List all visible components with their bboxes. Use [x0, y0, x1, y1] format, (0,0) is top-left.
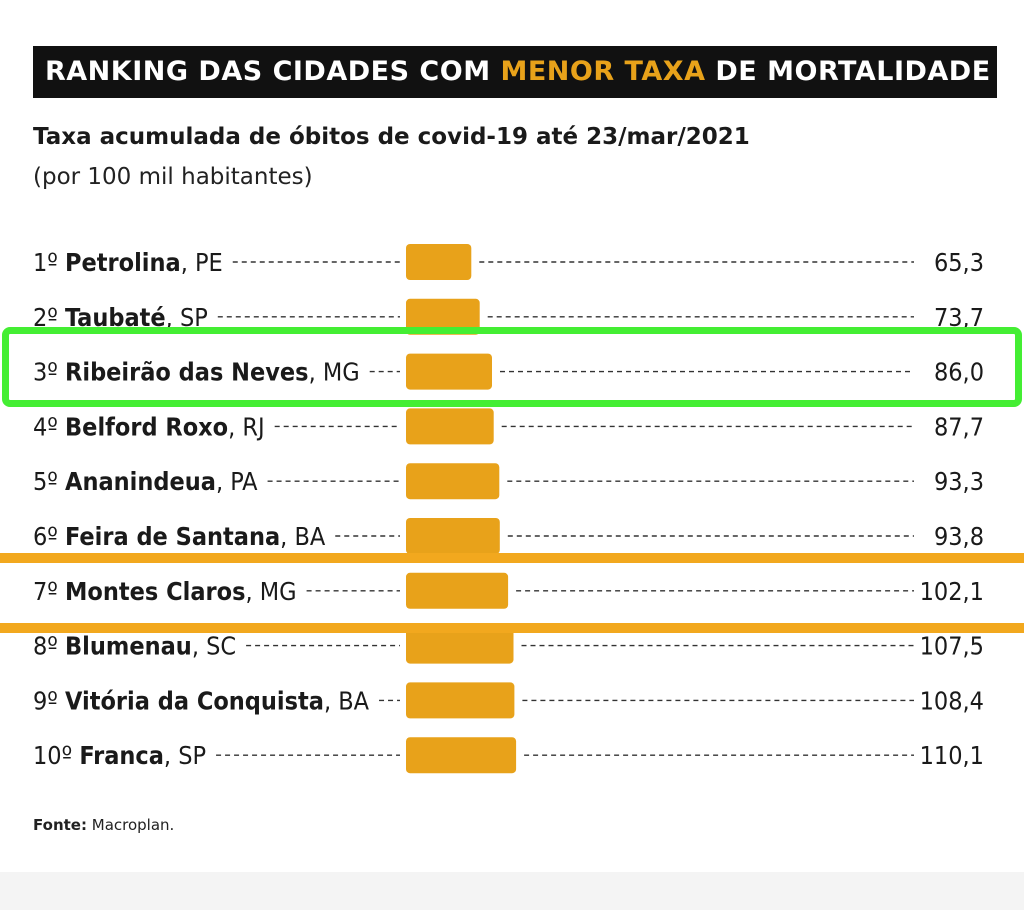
bar	[406, 463, 500, 500]
rank-label: 10º	[33, 741, 79, 770]
value-label: 87,7	[934, 412, 984, 441]
chart-row: 2º Taubaté, SP 73,7	[33, 298, 984, 335]
row-label: 2º Taubaté, SP	[33, 303, 208, 332]
row-label: 10º Franca, SP	[33, 741, 206, 770]
rank-label: 5º	[33, 467, 65, 496]
chart-subtitle: Taxa acumulada de óbitos de covid-19 até…	[33, 124, 750, 150]
value-label: 93,8	[934, 522, 984, 551]
bar	[406, 518, 500, 554]
state-label: , SC	[192, 632, 236, 661]
city-label: Franca	[79, 741, 164, 770]
city-label: Vitória da Conquista	[65, 686, 324, 715]
city-label: Feira de Santana	[65, 522, 280, 551]
state-label: , PA	[216, 467, 258, 496]
chart-row: 10º Franca, SP 110,1	[33, 737, 984, 774]
chart-row: 5º Ananindeua, PA 93,3	[33, 463, 984, 500]
state-label: , RJ	[228, 412, 265, 441]
chart-row: 3º Ribeirão das Neves, MG 86,0	[33, 353, 984, 390]
bar	[406, 298, 480, 335]
source-text: Macroplan.	[91, 816, 175, 834]
bar	[406, 244, 472, 280]
source-note: Fonte: Macroplan.	[33, 816, 174, 834]
row-label: 9º Vitória da Conquista, BA	[33, 686, 370, 715]
city-label: Belford Roxo	[65, 412, 228, 441]
bar	[406, 627, 514, 664]
chart-row: 6º Feira de Santana, BA 93,8	[33, 518, 984, 554]
row-label: 7º Montes Claros, MG	[33, 577, 297, 606]
rank-label: 4º	[33, 412, 65, 441]
city-label: Taubaté	[65, 303, 166, 332]
value-label: 107,5	[920, 632, 984, 661]
rank-label: 9º	[33, 686, 65, 715]
city-label: Blumenau	[65, 632, 192, 661]
bar	[406, 353, 492, 390]
bar	[406, 408, 494, 445]
value-label: 86,0	[934, 358, 984, 387]
state-label: , SP	[166, 303, 208, 332]
state-label: , BA	[324, 686, 370, 715]
bar	[406, 737, 517, 774]
value-label: 65,3	[934, 248, 984, 277]
footer-band	[0, 872, 1024, 910]
rank-label: 8º	[33, 632, 65, 661]
value-label: 93,3	[934, 467, 984, 496]
title-part-3: DE MORTALIDADE PELA COVID-19	[715, 56, 997, 87]
bar	[406, 682, 515, 719]
title-part-1: RANKING DAS CIDADES COM	[45, 56, 501, 87]
state-label: , BA	[280, 522, 326, 551]
city-label: Ribeirão das Neves	[65, 358, 309, 387]
source-label: Fonte:	[33, 816, 87, 834]
city-label: Montes Claros	[65, 577, 245, 606]
row-label: 5º Ananindeua, PA	[33, 467, 258, 496]
title-highlight: MENOR TAXA	[500, 56, 706, 87]
orange-highlight-line-top	[0, 553, 1024, 563]
row-label: 1º Petrolina, PE	[33, 248, 223, 277]
green-highlight-box	[2, 327, 1022, 407]
state-label: , MG	[245, 577, 296, 606]
value-label: 108,4	[920, 686, 984, 715]
chart-row: 9º Vitória da Conquista, BA 108,4	[33, 682, 984, 719]
rank-label: 2º	[33, 303, 65, 332]
value-label: 102,1	[920, 577, 984, 606]
state-label: , SP	[164, 741, 206, 770]
city-label: Ananindeua	[65, 467, 216, 496]
row-label: 4º Belford Roxo, RJ	[33, 412, 265, 441]
chart-row: 4º Belford Roxo, RJ 87,7	[33, 408, 984, 445]
bar	[406, 572, 509, 609]
row-label: 6º Feira de Santana, BA	[33, 522, 326, 551]
rank-label: 1º	[33, 248, 65, 277]
chart-row: 7º Montes Claros, MG 102,1	[33, 572, 984, 609]
value-label: 110,1	[920, 741, 984, 770]
value-label: 73,7	[934, 303, 984, 332]
chart-title-banner: RANKING DAS CIDADES COM MENOR TAXA DE MO…	[33, 46, 997, 98]
rank-label: 3º	[33, 358, 65, 387]
city-label: Petrolina	[65, 248, 181, 277]
chart-row: 8º Blumenau, SC 107,5	[33, 627, 984, 664]
state-label: , PE	[181, 248, 223, 277]
chart-row: 1º Petrolina, PE 65,3	[33, 244, 984, 280]
rank-label: 7º	[33, 577, 65, 606]
chart-unit: (por 100 mil habitantes)	[33, 164, 313, 190]
rank-label: 6º	[33, 522, 65, 551]
row-label: 8º Blumenau, SC	[33, 632, 236, 661]
row-label: 3º Ribeirão das Neves, MG	[33, 358, 360, 387]
state-label: , MG	[309, 358, 360, 387]
orange-highlight-line-bottom	[0, 623, 1024, 633]
